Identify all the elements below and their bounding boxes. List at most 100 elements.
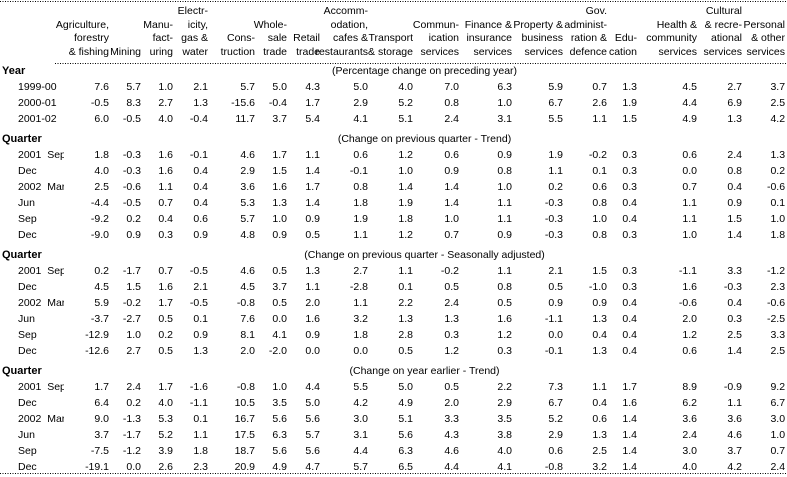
value-cell-personal-other-services: 3.3 (770, 329, 786, 341)
value-cell-manufacturing: 2.7 (158, 97, 173, 109)
value-cell-wholesale-trade: 3.7 (272, 281, 287, 293)
value-cell-property-business-services: 0.6 (548, 445, 563, 457)
value-cell-communication-services: 1.0 (444, 213, 459, 225)
value-cell-finance-insurance-services: 3.5 (497, 413, 512, 425)
value-cell-construction: 4.6 (240, 265, 255, 277)
value-cell-personal-other-services: 6.7 (770, 397, 786, 409)
value-cell-mining: -0.5 (122, 197, 141, 209)
value-cell-retail-trade: 0.9 (305, 213, 320, 225)
value-cell-agriculture-forestry-fishing: 6.4 (94, 397, 109, 409)
data-row: 2002 Mar 2.5 -0.6 1.1 0.4 3.6 1.6 1.7 0.8 1.4 1.4 1… (0, 179, 787, 195)
value-cell-retail-trade: 5.6 (305, 445, 320, 457)
value-cell-construction: 10.5 (234, 397, 255, 409)
value-cell-finance-insurance-services: 4.1 (497, 461, 512, 473)
value-cell-gov-administration-defence: -0.2 (588, 149, 607, 161)
value-cell-electricity-gas-water: 1.3 (193, 97, 208, 109)
value-cell-education: 0.3 (622, 181, 637, 193)
value-cell-health-community-services: 1.6 (682, 281, 697, 293)
value-cell-cultural-recreational-services: -0.3 (723, 281, 742, 293)
value-cell-communication-services: 2.0 (444, 397, 459, 409)
value-cell-transport-storage: 1.0 (398, 165, 413, 177)
value-cell-accommodation-cafes-restaurants: 1.1 (353, 297, 368, 309)
row-label: 2001 Sep (18, 381, 64, 393)
value-cell-wholesale-trade: 1.5 (272, 165, 287, 177)
value-cell-transport-storage: 4.0 (398, 81, 413, 93)
col-header-cultural-recreational-services: Cultural & recre- ational services (703, 5, 742, 58)
value-cell-accommodation-cafes-restaurants: 2.7 (353, 265, 368, 277)
value-cell-retail-trade: 4.3 (305, 81, 320, 93)
value-cell-accommodation-cafes-restaurants: 0.0 (353, 345, 368, 357)
value-cell-education: 0.3 (622, 165, 637, 177)
value-cell-gov-administration-defence: 2.5 (592, 445, 607, 457)
value-cell-construction: 4.6 (240, 149, 255, 161)
value-cell-agriculture-forestry-fishing: 1.8 (94, 149, 109, 161)
value-cell-manufacturing: 0.2 (158, 329, 173, 341)
row-label: 2002 Mar (18, 413, 64, 425)
value-cell-transport-storage: 1.1 (398, 265, 413, 277)
value-cell-wholesale-trade: -2.0 (268, 345, 287, 357)
value-cell-retail-trade: 0.0 (305, 345, 320, 357)
col-header-retail-trade: Retail trade (293, 32, 320, 58)
value-cell-gov-administration-defence: 3.2 (592, 461, 607, 473)
row-label: 2001 Sep (18, 149, 64, 161)
value-cell-education: 1.6 (622, 397, 637, 409)
value-cell-accommodation-cafes-restaurants: 0.8 (353, 181, 368, 193)
value-cell-transport-storage: 1.2 (398, 149, 413, 161)
value-cell-gov-administration-defence: 0.8 (592, 197, 607, 209)
value-cell-transport-storage: 5.1 (398, 113, 413, 125)
value-cell-wholesale-trade: 0.0 (272, 313, 287, 325)
value-cell-personal-other-services: 0.7 (770, 445, 786, 457)
value-cell-electricity-gas-water: 0.4 (193, 165, 208, 177)
value-cell-mining: -1.7 (122, 429, 141, 441)
value-cell-wholesale-trade: 4.1 (272, 329, 287, 341)
value-cell-health-community-services: 1.1 (682, 197, 697, 209)
value-cell-property-business-services: -0.1 (544, 345, 563, 357)
value-cell-health-community-services: 3.6 (682, 413, 697, 425)
value-cell-agriculture-forestry-fishing: -12.9 (85, 329, 109, 341)
value-cell-gov-administration-defence: 1.3 (592, 429, 607, 441)
value-cell-accommodation-cafes-restaurants: 3.1 (353, 429, 368, 441)
value-cell-accommodation-cafes-restaurants: 3.2 (353, 313, 368, 325)
value-cell-wholesale-trade: 1.0 (272, 381, 287, 393)
value-cell-property-business-services: 7.3 (548, 381, 563, 393)
value-cell-finance-insurance-services: 0.9 (497, 229, 512, 241)
row-label: Sep (18, 213, 37, 225)
value-cell-mining: -2.7 (122, 313, 141, 325)
data-row: Dec 6.4 0.2 4.0 -1.1 10.5 3.5 5.0 4.2 4.9 2.0 2.9 6.… (0, 395, 787, 411)
row-label: 2002 Mar (18, 297, 64, 309)
value-cell-education: 1.4 (622, 461, 637, 473)
value-cell-electricity-gas-water: -0.5 (189, 265, 208, 277)
value-cell-accommodation-cafes-restaurants: 4.2 (353, 397, 368, 409)
value-cell-education: 0.3 (622, 229, 637, 241)
value-cell-electricity-gas-water: 0.9 (193, 229, 208, 241)
value-cell-personal-other-services: 4.2 (770, 113, 786, 125)
value-cell-retail-trade: 5.6 (305, 413, 320, 425)
col-header-gov-administration-defence: Gov. administ- ration & defence (564, 5, 607, 58)
header-rule (55, 63, 787, 64)
col-header-construction: Cons- truction (220, 32, 255, 58)
value-cell-cultural-recreational-services: 4.2 (727, 461, 742, 473)
value-cell-communication-services: -0.2 (440, 265, 459, 277)
col-header-wholesale-trade: Whole- sale trade (253, 18, 287, 58)
value-cell-personal-other-services: 2.5 (770, 345, 786, 357)
value-cell-transport-storage: 5.6 (398, 429, 413, 441)
data-table: Year (Percentage change on preceding year… (0, 63, 787, 475)
data-row: Sep -12.9 1.0 0.2 0.9 8.1 4.1 0.9 1.8 2.8 0.3 1.2 0.… (0, 327, 787, 343)
value-cell-cultural-recreational-services: 3.7 (727, 445, 742, 457)
value-cell-property-business-services: -0.3 (544, 197, 563, 209)
value-cell-wholesale-trade: -0.4 (268, 97, 287, 109)
value-cell-education: 1.4 (622, 445, 637, 457)
value-cell-property-business-services: 5.5 (548, 113, 563, 125)
value-cell-finance-insurance-services: 0.5 (497, 297, 512, 309)
value-cell-agriculture-forestry-fishing: 1.7 (94, 381, 109, 393)
value-cell-gov-administration-defence: 0.6 (592, 413, 607, 425)
section-header-row: Quarter (Change on previous quarter - Sea… (0, 247, 787, 263)
value-cell-mining: 1.0 (126, 329, 141, 341)
value-cell-communication-services: 0.6 (444, 149, 459, 161)
value-cell-communication-services: 4.4 (444, 461, 459, 473)
section-label: Quarter (2, 365, 42, 377)
value-cell-health-community-services: 8.9 (682, 381, 697, 393)
value-cell-retail-trade: 5.0 (305, 397, 320, 409)
value-cell-retail-trade: 1.6 (305, 313, 320, 325)
data-row: 2001 Sep 1.7 2.4 1.7 -1.6 -0.8 1.0 4.4 5.5 5.0 0.5… (0, 379, 787, 395)
